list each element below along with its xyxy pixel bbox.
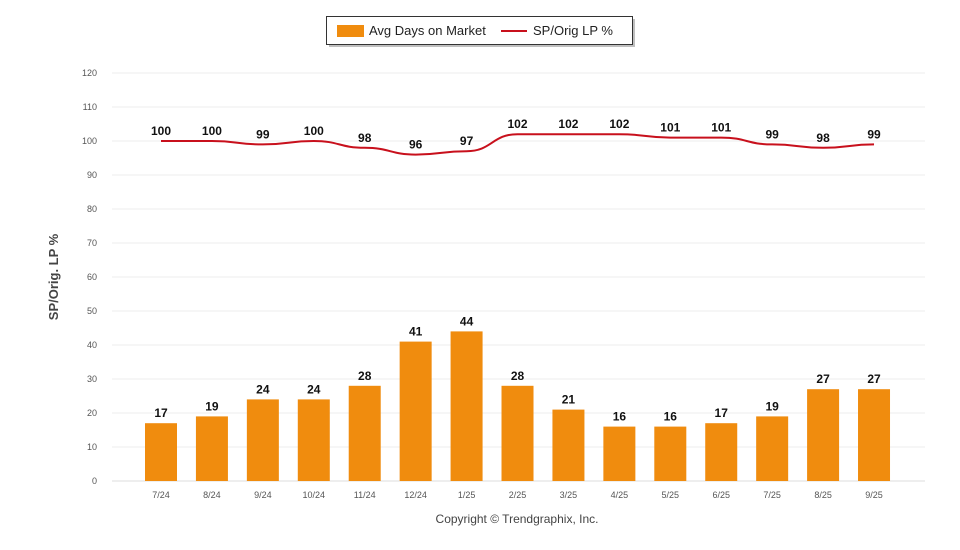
line-data-label: 102	[558, 117, 578, 131]
y-tick-label: 40	[87, 340, 97, 350]
x-tick-label: 10/24	[303, 490, 326, 500]
bar-data-label: 19	[765, 399, 779, 413]
line-data-label: 96	[409, 138, 423, 152]
bar-data-label: 16	[664, 410, 678, 424]
x-tick-label: 2/25	[509, 490, 527, 500]
line-data-label: 101	[711, 121, 731, 135]
line-data-label: 100	[151, 124, 171, 138]
y-tick-label: 20	[87, 408, 97, 418]
bar	[399, 341, 432, 481]
y-tick-label: 30	[87, 374, 97, 384]
x-tick-label: 4/25	[611, 490, 629, 500]
line-data-label: 99	[256, 127, 270, 141]
line-data-label: 102	[609, 117, 629, 131]
bar-data-label: 41	[409, 325, 423, 339]
y-tick-label: 50	[87, 306, 97, 316]
y-axis-label: SP/Orig. LP %	[46, 233, 61, 320]
line-data-label: 102	[507, 117, 527, 131]
x-tick-label: 9/25	[865, 490, 883, 500]
x-tick-label: 9/24	[254, 490, 272, 500]
bar	[807, 389, 840, 481]
y-tick-label: 110	[83, 102, 97, 112]
line-data-label: 100	[304, 124, 324, 138]
x-tick-label: 12/24	[404, 490, 427, 500]
line-data-label: 97	[460, 134, 474, 148]
line-series	[160, 133, 875, 156]
bar-data-label: 24	[256, 382, 270, 396]
x-tick-label: 5/25	[662, 490, 680, 500]
y-tick-label: 80	[87, 204, 97, 214]
bar	[858, 389, 891, 481]
y-tick-label: 60	[87, 272, 97, 282]
y-tick-label: 90	[87, 170, 97, 180]
bar	[654, 426, 687, 481]
bar	[756, 416, 789, 481]
line-data-label: 99	[867, 127, 881, 141]
x-tick-label: 8/25	[814, 490, 832, 500]
legend-bar-label: Avg Days on Market	[369, 23, 486, 38]
x-tick-label: 7/24	[152, 490, 170, 500]
line-data-label: 98	[358, 131, 372, 145]
x-tick-label: 1/25	[458, 490, 476, 500]
y-tick-label: 10	[87, 442, 97, 452]
bar	[246, 399, 279, 481]
bar-data-label: 28	[511, 369, 525, 383]
bar	[705, 423, 738, 481]
bar-data-label: 17	[715, 406, 729, 420]
bar	[501, 385, 534, 481]
x-tick-label: 7/25	[763, 490, 781, 500]
bar-data-label: 44	[460, 314, 474, 328]
bar	[450, 331, 483, 481]
bar-data-label: 24	[307, 382, 321, 396]
bar-data-label: 28	[358, 369, 372, 383]
bar	[603, 426, 636, 481]
y-tick-label: 100	[82, 136, 97, 146]
y-tick-label: 0	[92, 476, 97, 486]
bar	[348, 385, 381, 481]
line-data-label: 100	[202, 124, 222, 138]
line-data-label: 99	[765, 127, 779, 141]
bar-data-label: 27	[816, 372, 830, 386]
x-tick-label: 8/24	[203, 490, 221, 500]
y-tick-label: 120	[82, 68, 97, 78]
line-data-label: 101	[660, 121, 680, 135]
legend-bar-swatch	[337, 25, 364, 37]
bar-data-label: 27	[867, 372, 881, 386]
bar	[145, 423, 177, 481]
legend-line-label: SP/Orig LP %	[533, 23, 613, 38]
bar	[297, 399, 330, 481]
bar-data-label: 17	[154, 406, 168, 420]
copyright-text: Copyright © Trendgraphix, Inc.	[435, 512, 599, 526]
y-tick-label: 70	[87, 238, 97, 248]
line-data-label: 98	[816, 131, 830, 145]
x-tick-label: 3/25	[560, 490, 578, 500]
x-tick-label: 11/24	[354, 490, 376, 500]
x-tick-label: 6/25	[712, 490, 730, 500]
bar-data-label: 21	[562, 393, 576, 407]
bar	[195, 416, 228, 481]
bar-data-label: 16	[613, 410, 627, 424]
bar-data-label: 19	[205, 399, 219, 413]
bar	[552, 409, 585, 481]
legend-box	[326, 16, 633, 45]
